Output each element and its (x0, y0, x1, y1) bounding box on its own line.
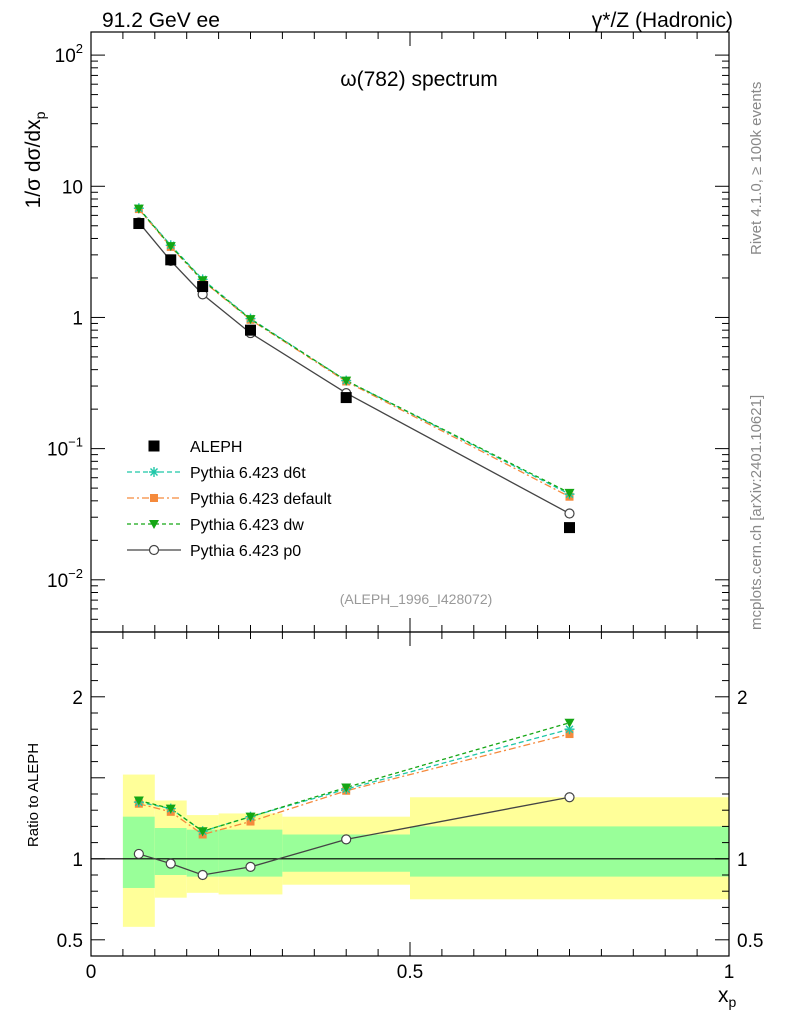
legend-label-p0: Pythia 6.423 p0 (190, 543, 301, 560)
x-tick-label: 0 (86, 962, 97, 983)
header-energy-label: 91.2 GeV ee (102, 9, 220, 32)
legend-marker-dw (149, 520, 159, 529)
main-y-tick-label: 10−2 (47, 566, 83, 592)
marker-stroke (565, 725, 574, 734)
main-y-tick-label: 10 (62, 177, 83, 198)
main-y-tick-label: 102 (55, 41, 83, 67)
ratio-y-tick-label-left: 0.5 (57, 931, 83, 952)
legend-marker-p0 (148, 544, 160, 556)
marker-stroke (150, 468, 158, 476)
x-tick-label: 0.5 (397, 962, 423, 983)
main-line-d6t (138, 207, 570, 495)
ratio-y-tick-label-right: 2 (737, 688, 748, 709)
ratio-y-tick-label-left: 2 (72, 688, 83, 709)
legend-marker-d6t (149, 467, 159, 477)
ratio-point-dw (341, 783, 352, 793)
main-point-data (340, 392, 352, 404)
analysis-tag: (ALEPH_1996_I428072) (340, 591, 493, 607)
mcplots-label: mcplots.cern.ch [arXiv:2401.10621] (748, 395, 765, 630)
x-tick-label: 1 (724, 962, 735, 983)
legend-label-data: ALEPH (190, 439, 242, 456)
main-y-axis-label: 1/σ dσ/dxp (22, 111, 48, 208)
rivet-version-label: Rivet 4.1.0, ≥ 100k events (748, 82, 765, 255)
ratio-plot-frame (90, 631, 730, 957)
svg-text:xp: xp (718, 984, 737, 1010)
ratio-line-default (138, 733, 570, 836)
svg-text:1/σ dσ/dxp: 1/σ dσ/dxp (22, 111, 48, 208)
ratio-point-p0 (564, 792, 575, 803)
legend-marker-default (150, 494, 158, 502)
ratio-line-p0 (138, 796, 570, 876)
main-line-dw (138, 208, 570, 494)
ratio-y-tick-label-left: 1 (72, 850, 83, 871)
ratio-y-tick-label-right: 1 (737, 850, 748, 871)
ratio-point-dw (165, 804, 176, 814)
x-axis-label: xp (718, 984, 737, 1010)
header-process-label: γ*/Z (Hadronic) (592, 9, 733, 32)
legend-label-dw: Pythia 6.423 dw (190, 517, 304, 534)
main-y-tick-label: 10−1 (47, 435, 83, 461)
main-point-data (197, 281, 209, 293)
main-point-dw (564, 488, 575, 498)
ratio-point-p0 (165, 858, 176, 869)
ratio-y-axis-label: Ratio to ALEPH (25, 743, 42, 847)
main-point-p0 (564, 508, 575, 519)
legend-label-d6t: Pythia 6.423 d6t (190, 465, 306, 482)
ratio-point-p0 (133, 848, 144, 860)
legend-label-default: Pythia 6.423 default (190, 491, 332, 508)
main-point-data (245, 324, 256, 336)
ratio-line-d6t (138, 728, 570, 832)
main-point-dw (165, 242, 176, 252)
main-y-tick-label: 1 (72, 308, 83, 329)
main-point-dw (245, 315, 256, 325)
ratio-band-inner (410, 826, 729, 877)
legend-marker-data (148, 440, 160, 452)
plot-title: ω(782) spectrum (340, 68, 498, 91)
ratio-point-dw (197, 827, 208, 837)
ratio-point-dw (245, 812, 256, 822)
main-point-data (133, 218, 145, 230)
ratio-point-dw (133, 796, 144, 806)
main-point-dw (197, 276, 208, 286)
main-point-dw (341, 376, 352, 386)
ratio-point-dw (564, 718, 575, 728)
ratio-point-p0 (197, 869, 208, 881)
main-point-data (165, 254, 177, 266)
main-point-dw (133, 204, 144, 214)
ratio-line-dw (138, 722, 570, 832)
ratio-point-p0 (341, 834, 352, 845)
ratio-y-tick-label-right: 0.5 (737, 931, 763, 952)
main-plot-frame (90, 31, 730, 633)
ratio-point-p0 (245, 861, 256, 873)
main-point-data (564, 522, 575, 534)
